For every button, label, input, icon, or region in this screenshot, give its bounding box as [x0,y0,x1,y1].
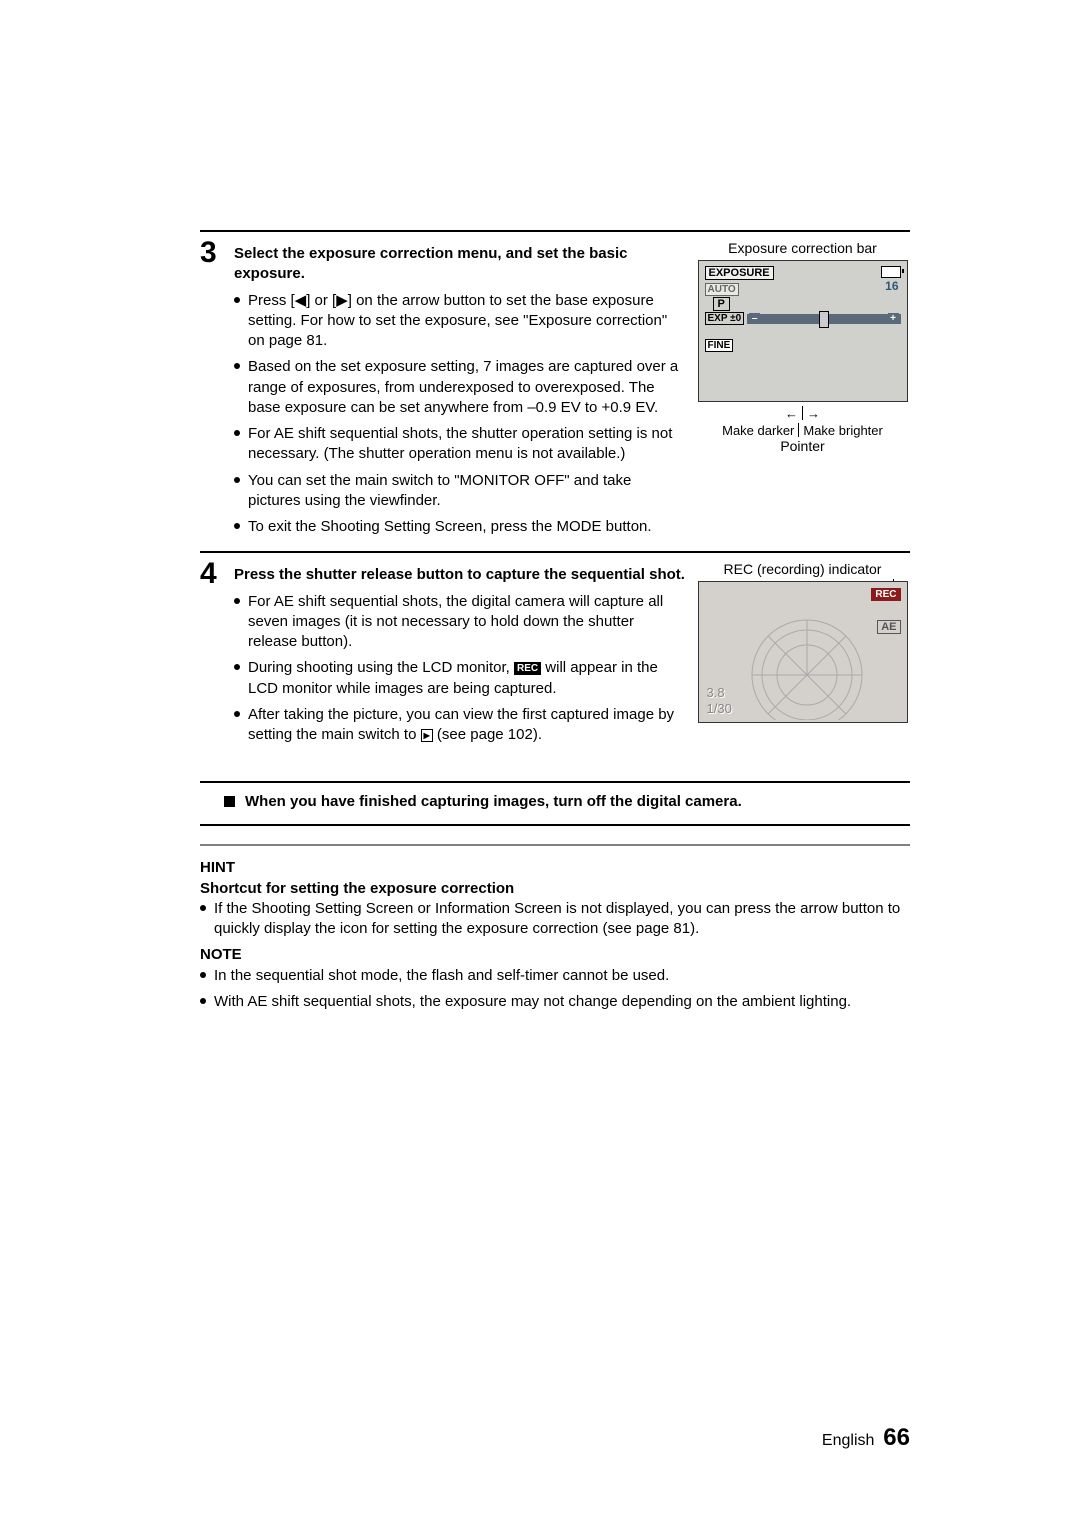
figure-exposure: Exposure correction bar EXPOSURE 16 AUTO… [695,240,910,543]
exposure-scale: – + [747,314,900,324]
hint-subtitle: Shortcut for setting the exposure correc… [200,879,910,899]
ae-badge: AE [877,620,900,634]
finish-line: When you have finished capturing images,… [200,793,910,810]
rec-badge: REC [871,588,900,601]
ferris-wheel-icon [717,600,887,720]
shutter-value: 1/30 [707,701,732,716]
hint-list: If the Shooting Setting Screen or Inform… [200,899,910,940]
language-label: English [822,1432,874,1449]
aperture-value: 3.8 [707,685,725,700]
fine-indicator: FINE [705,339,734,352]
exposure-bar: EXP ±0 – + [705,312,901,325]
divider [200,230,910,232]
page-number: 66 [883,1424,910,1451]
bullet-item: For AE shift sequential shots, the digit… [234,592,685,653]
arrow-labels: ← → [695,406,910,421]
darker-brighter: Make darker Make brighter [695,423,910,438]
divider [200,551,910,553]
bullet-item: After taking the picture, you can view t… [234,705,685,746]
bullet-item: During shooting using the LCD monitor, R… [234,658,685,699]
exp-label: EXP ±0 [705,312,745,325]
divider [200,781,910,783]
plus-icon: + [888,313,899,324]
finish-text: When you have finished capturing images,… [245,793,742,810]
page-footer: English 66 [822,1424,910,1452]
divider-gray [200,844,910,846]
divider [200,824,910,826]
hint-title: HINT [200,858,910,878]
step-title: Select the exposure correction menu, and… [234,244,685,285]
exposure-label: EXPOSURE [705,266,774,280]
step-number: 4 [200,559,234,751]
pointer-label: Pointer [695,438,910,454]
step-number: 3 [200,238,234,543]
figure-caption: Exposure correction bar [695,240,910,256]
hint-block: HINT Shortcut for setting the exposure c… [200,858,910,1012]
note-list: In the sequential shot mode, the flash a… [200,966,910,1013]
note-title: NOTE [200,945,910,965]
pointer-icon [819,311,829,328]
shots-remaining: 16 [885,279,898,293]
bullet-list: For AE shift sequential shots, the digit… [234,592,685,746]
step-body: Press the shutter release button to capt… [234,561,695,751]
bullet-item: With AE shift sequential shots, the expo… [200,992,910,1012]
lcd-screen-2: REC AE 3.8 1/30 [698,581,908,723]
bullet-item: Press [◀] or [▶] on the arrow button to … [234,291,685,352]
step-body: Select the exposure correction menu, and… [234,240,695,543]
figure-caption: REC (recording) indicator [695,561,910,577]
battery-icon [881,266,901,278]
lcd-screen-1: EXPOSURE 16 AUTO P EXP ±0 – + [698,260,908,402]
square-bullet-icon [224,796,235,807]
bullet-item: In the sequential shot mode, the flash a… [200,966,910,986]
figure-rec: REC (recording) indicator [695,561,910,751]
p-mode: P [713,297,730,311]
rec-icon: REC [514,662,541,675]
bullet-list: Press [◀] or [▶] on the arrow button to … [234,291,685,538]
minus-icon: – [749,313,760,324]
play-icon[interactable] [421,729,433,742]
step-title: Press the shutter release button to capt… [234,565,685,585]
bullet-item: You can set the main switch to "MONITOR … [234,471,685,512]
bullet-item: To exit the Shooting Setting Screen, pre… [234,517,685,537]
bullet-item: For AE shift sequential shots, the shutt… [234,424,685,465]
step-3: 3 Select the exposure correction menu, a… [200,240,910,543]
auto-indicator: AUTO [705,283,739,296]
step-4: 4 Press the shutter release button to ca… [200,561,910,751]
bullet-item: If the Shooting Setting Screen or Inform… [200,899,910,940]
bullet-item: Based on the set exposure setting, 7 ima… [234,357,685,418]
